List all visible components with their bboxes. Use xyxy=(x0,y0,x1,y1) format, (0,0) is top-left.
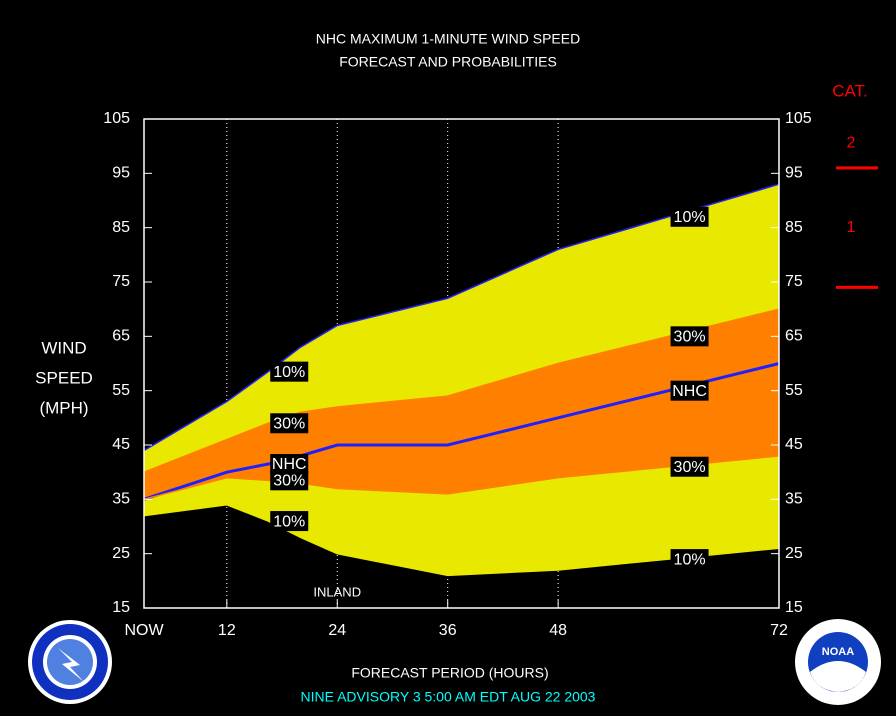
y-axis-label: WIND xyxy=(41,338,86,357)
y2-tick-label: 105 xyxy=(785,110,812,127)
series-label: 30% xyxy=(674,459,706,476)
y-tick-label: 45 xyxy=(112,436,130,453)
footer: NINE ADVISORY 3 5:00 AM EDT AUG 22 2003 xyxy=(301,689,596,705)
plot-border xyxy=(143,118,780,609)
label-box xyxy=(270,470,309,491)
category-label: 2 xyxy=(847,135,856,152)
y2-tick-label: 25 xyxy=(785,545,803,562)
y2-tick-label: 45 xyxy=(785,436,803,453)
y2-tick-label: 35 xyxy=(785,491,803,508)
band-edge xyxy=(143,308,780,473)
chart-subtitle: FORECAST AND PROBABILITIES xyxy=(339,54,557,70)
nws-logo xyxy=(28,620,112,704)
y-tick-label: 85 xyxy=(112,219,130,236)
y-tick-label: 95 xyxy=(112,165,130,182)
forecast-line xyxy=(143,362,780,501)
series-label: 30% xyxy=(674,329,706,346)
x-tick-label: NOW xyxy=(124,622,164,639)
probability-band xyxy=(144,309,779,500)
chart-title: NHC MAXIMUM 1-MINUTE WIND SPEED xyxy=(316,31,580,47)
y2-tick-label: 75 xyxy=(785,273,803,290)
logo-bolt xyxy=(58,648,84,682)
y2-tick-label: 55 xyxy=(785,382,803,399)
label-box xyxy=(670,380,709,401)
y-tick-label: 55 xyxy=(112,382,130,399)
x-tick-label: 72 xyxy=(770,622,788,639)
y2-tick-label: 15 xyxy=(785,599,803,616)
noaa-logo: NOAA xyxy=(795,619,881,705)
series-label: 10% xyxy=(273,364,305,381)
label-box xyxy=(270,511,309,532)
band-edge xyxy=(143,503,780,577)
annotation: INLAND xyxy=(313,584,361,599)
y2-tick-label: 95 xyxy=(785,165,803,182)
x-tick-label: 48 xyxy=(549,622,567,639)
y-tick-label: 105 xyxy=(103,110,130,127)
y-tick-label: 75 xyxy=(112,273,130,290)
y-axis-label: SPEED xyxy=(35,368,93,387)
series-label: NHC xyxy=(672,383,707,400)
label-box xyxy=(670,456,709,477)
series-label: 30% xyxy=(273,473,305,490)
series-label: 10% xyxy=(674,551,706,568)
label-box xyxy=(670,549,709,570)
band-edge xyxy=(143,455,780,501)
y-tick-label: 65 xyxy=(112,328,130,345)
label-box xyxy=(270,413,309,434)
x-tick-label: 24 xyxy=(328,622,346,639)
logo-wave xyxy=(810,661,866,692)
y-tick-label: 25 xyxy=(112,545,130,562)
y2-tick-label: 85 xyxy=(785,219,803,236)
series-label: NHC xyxy=(272,456,307,473)
y2-tick-label: 65 xyxy=(785,328,803,345)
logo-text: NOAA xyxy=(822,646,854,658)
y-tick-label: 35 xyxy=(112,491,130,508)
series-label: 10% xyxy=(674,209,706,226)
x-tick-label: 12 xyxy=(218,622,236,639)
band-edge xyxy=(143,183,780,452)
y-axis-label: (MPH) xyxy=(39,398,88,417)
label-box xyxy=(270,454,309,475)
label-box xyxy=(270,361,309,382)
x-tick-label: 36 xyxy=(439,622,457,639)
x-axis-label: FORECAST PERIOD (HOURS) xyxy=(351,665,548,681)
category-title: CAT. xyxy=(832,81,868,100)
y-tick-label: 15 xyxy=(112,599,130,616)
series-label: 10% xyxy=(273,513,305,530)
category-label: 1 xyxy=(847,219,856,236)
series-label: 30% xyxy=(273,415,305,432)
label-box xyxy=(670,206,709,227)
label-box xyxy=(670,326,709,347)
logo-sky xyxy=(47,639,93,685)
